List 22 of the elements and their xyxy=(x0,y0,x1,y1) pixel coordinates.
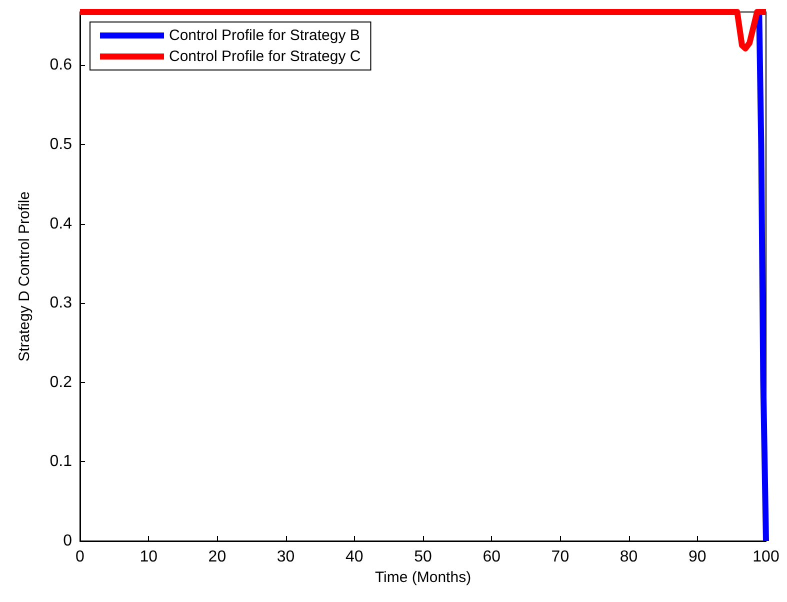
x-tick-label: 70 xyxy=(551,548,570,566)
y-tick-label: 0.4 xyxy=(50,215,72,232)
y-tick-label: 0.5 xyxy=(50,136,72,153)
x-tick-label: 30 xyxy=(276,548,295,566)
y-tick-label: 0.2 xyxy=(50,374,72,391)
x-tick-label: 60 xyxy=(482,548,501,566)
legend-label: Control Profile for Strategy C xyxy=(169,48,361,65)
x-tick-label: 20 xyxy=(208,548,226,566)
x-tick-label: 100 xyxy=(752,548,780,566)
y-axis-title: Strategy D Control Profile xyxy=(16,191,33,362)
legend-label: Control Profile for Strategy B xyxy=(169,27,360,44)
y-tick-label: 0 xyxy=(63,532,72,550)
x-tick-label: 90 xyxy=(688,548,706,566)
y-tick-label: 0.1 xyxy=(50,453,72,470)
y-tick-label: 0.3 xyxy=(50,294,72,312)
x-tick-label: 80 xyxy=(620,548,638,566)
x-axis-title: Time (Months) xyxy=(374,568,472,586)
x-tick-label: 40 xyxy=(346,548,364,566)
y-tick-label: 0.6 xyxy=(50,56,72,74)
x-tick-label: 0 xyxy=(76,548,85,566)
x-tick-label: 10 xyxy=(140,548,158,566)
x-tick-label: 50 xyxy=(414,548,432,566)
